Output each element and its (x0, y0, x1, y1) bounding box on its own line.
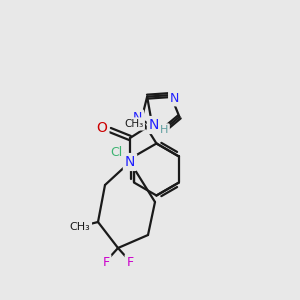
Text: F: F (102, 256, 110, 268)
Text: O: O (97, 121, 107, 135)
Text: CH₃: CH₃ (124, 119, 143, 129)
Text: N: N (133, 111, 142, 124)
Text: F: F (126, 256, 134, 268)
Text: H: H (160, 125, 168, 135)
Text: N: N (125, 155, 135, 169)
Text: Cl: Cl (110, 146, 122, 159)
Text: N: N (149, 118, 159, 132)
Text: CH₃: CH₃ (70, 222, 90, 232)
Text: N: N (170, 92, 179, 104)
